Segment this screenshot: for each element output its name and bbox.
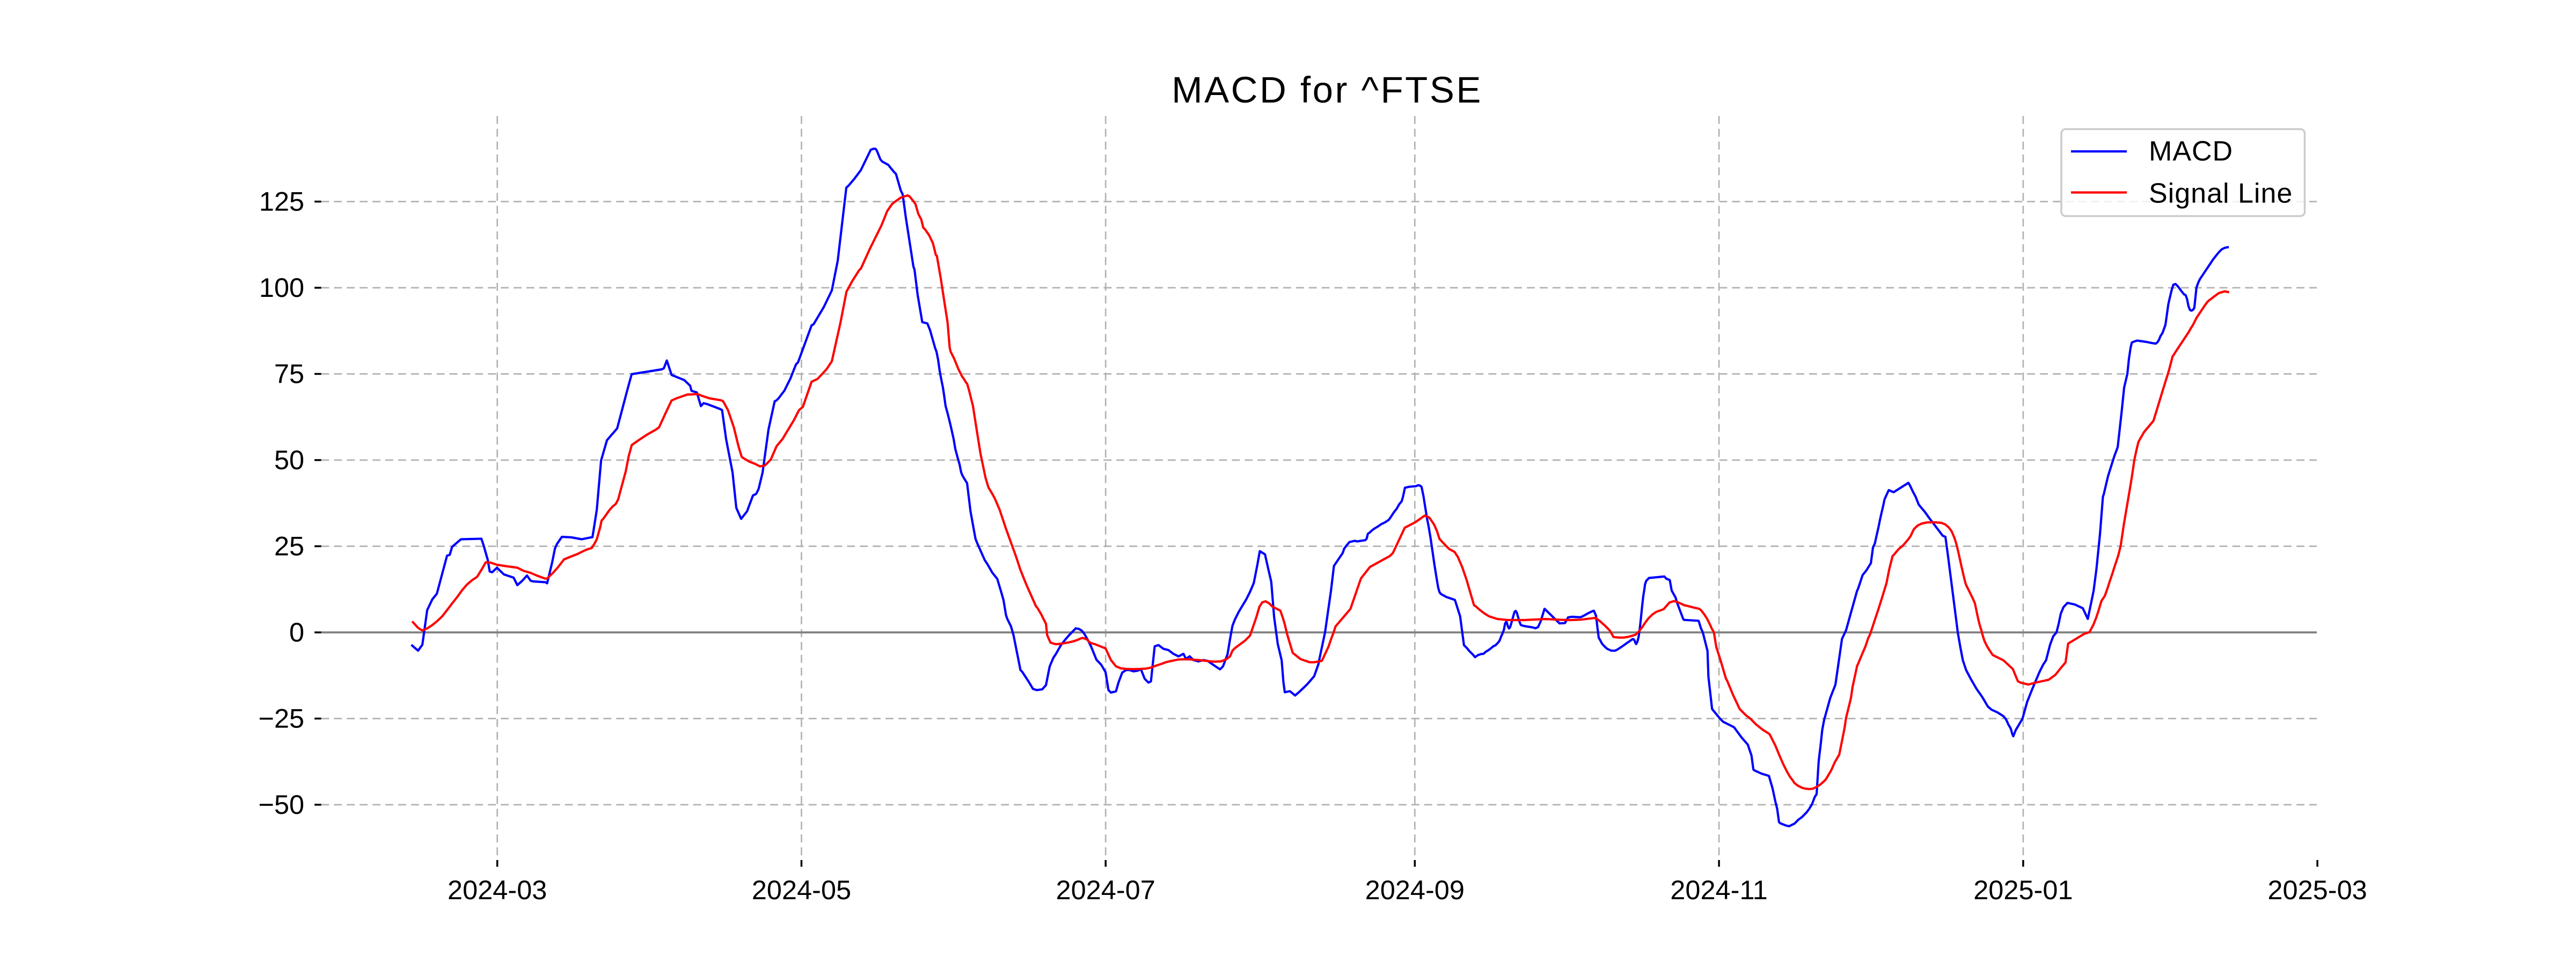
- svg-text:MACD for ^FTSE: MACD for ^FTSE: [1172, 69, 1483, 111]
- svg-text:50: 50: [274, 445, 304, 475]
- svg-text:2024-09: 2024-09: [1365, 875, 1465, 905]
- svg-text:2024-05: 2024-05: [752, 875, 851, 905]
- svg-text:2025-03: 2025-03: [2267, 875, 2367, 905]
- svg-text:0: 0: [289, 617, 304, 647]
- svg-text:25: 25: [274, 531, 304, 562]
- svg-text:125: 125: [259, 186, 304, 217]
- svg-text:Signal Line: Signal Line: [2149, 178, 2293, 209]
- svg-text:2024-07: 2024-07: [1056, 875, 1155, 905]
- svg-text:2024-03: 2024-03: [448, 875, 547, 905]
- svg-text:2025-01: 2025-01: [1973, 875, 2073, 905]
- svg-text:−25: −25: [258, 703, 304, 734]
- svg-text:75: 75: [274, 359, 304, 389]
- svg-text:100: 100: [259, 272, 304, 303]
- svg-text:2024-11: 2024-11: [1670, 875, 1768, 905]
- svg-text:−50: −50: [258, 789, 304, 820]
- svg-text:MACD: MACD: [2149, 136, 2233, 167]
